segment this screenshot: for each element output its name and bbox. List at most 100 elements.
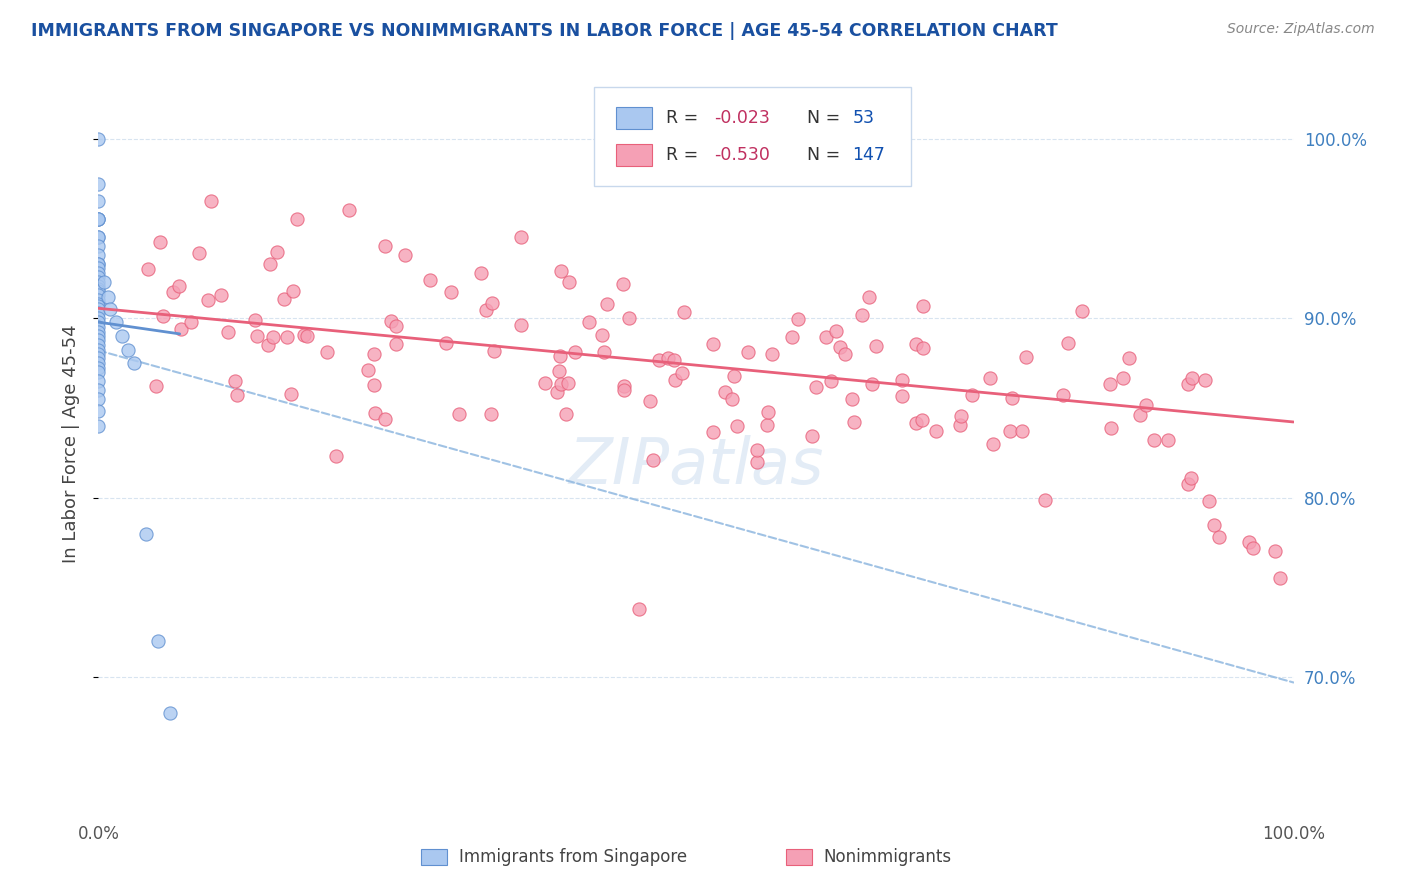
Point xyxy=(87,365,110,379)
Point xyxy=(702,337,724,351)
Point xyxy=(558,275,581,289)
Point xyxy=(225,388,247,402)
Point xyxy=(841,392,863,406)
Point xyxy=(87,392,110,406)
Point xyxy=(747,442,769,457)
Point xyxy=(548,349,571,363)
Point xyxy=(550,376,572,391)
Point xyxy=(87,347,110,361)
Point xyxy=(285,212,308,227)
Point xyxy=(547,364,569,378)
Point xyxy=(384,337,406,351)
Point xyxy=(800,428,823,442)
Point xyxy=(756,405,779,419)
Point xyxy=(804,380,827,394)
Point xyxy=(87,351,110,365)
Point xyxy=(292,327,315,342)
Point xyxy=(593,345,616,359)
Point xyxy=(479,407,502,421)
Point xyxy=(419,273,441,287)
Bar xyxy=(616,144,652,166)
Point xyxy=(617,311,640,326)
Point xyxy=(87,230,110,244)
Point xyxy=(1015,350,1038,364)
Point xyxy=(87,320,110,334)
Point xyxy=(87,278,110,293)
Point xyxy=(534,376,557,390)
Point xyxy=(87,284,110,298)
Point xyxy=(200,194,222,209)
Point xyxy=(87,131,110,145)
Point xyxy=(1033,493,1056,508)
Point xyxy=(1011,424,1033,438)
Point xyxy=(224,374,246,388)
Bar xyxy=(786,849,811,865)
Point xyxy=(188,246,211,260)
Point xyxy=(316,345,339,359)
Point xyxy=(865,339,887,353)
Point xyxy=(657,351,679,365)
Point xyxy=(905,337,928,351)
Point xyxy=(842,415,865,429)
Point xyxy=(949,418,972,433)
Point xyxy=(591,328,613,343)
Point xyxy=(1181,370,1204,384)
Text: N =: N = xyxy=(807,145,846,163)
Point xyxy=(98,302,122,317)
Point xyxy=(87,287,110,301)
Point xyxy=(912,342,935,356)
Point xyxy=(135,526,157,541)
Point xyxy=(87,315,110,329)
Point xyxy=(860,376,883,391)
Text: R =: R = xyxy=(666,109,704,127)
Point xyxy=(87,212,110,227)
Point xyxy=(145,379,167,393)
Point xyxy=(87,306,110,320)
Text: 147: 147 xyxy=(852,145,886,163)
Point xyxy=(262,330,284,344)
Point xyxy=(960,388,983,402)
Point xyxy=(1208,530,1230,544)
Point xyxy=(440,285,463,299)
Text: Immigrants from Singapore: Immigrants from Singapore xyxy=(460,848,688,866)
Point xyxy=(87,239,110,253)
Point xyxy=(87,282,110,296)
Text: IMMIGRANTS FROM SINGAPORE VS NONIMMIGRANTS IN LABOR FORCE | AGE 45-54 CORRELATIO: IMMIGRANTS FROM SINGAPORE VS NONIMMIGRAN… xyxy=(31,22,1057,40)
Point xyxy=(273,292,295,306)
Point xyxy=(981,437,1004,451)
Point xyxy=(671,367,693,381)
Text: Nonimmigrants: Nonimmigrants xyxy=(824,848,952,866)
Point xyxy=(87,329,110,343)
Point xyxy=(93,275,115,289)
Point xyxy=(786,311,808,326)
Point xyxy=(217,325,239,339)
Point xyxy=(641,453,664,467)
Point xyxy=(1135,398,1157,412)
Point xyxy=(1268,571,1291,585)
Point xyxy=(169,278,191,293)
Bar xyxy=(616,107,652,128)
Point xyxy=(830,340,852,354)
Point xyxy=(87,275,110,289)
Point xyxy=(820,374,842,388)
Point xyxy=(664,353,686,368)
Text: 53: 53 xyxy=(852,109,875,127)
Point xyxy=(276,330,298,344)
Point xyxy=(509,318,531,332)
Point xyxy=(87,212,110,227)
Point xyxy=(87,266,110,280)
Point xyxy=(613,379,636,393)
Point xyxy=(979,370,1001,384)
Point xyxy=(363,347,385,361)
Point xyxy=(1099,421,1122,435)
Point xyxy=(159,706,181,720)
Point xyxy=(474,302,496,317)
Point xyxy=(87,374,110,388)
Point xyxy=(281,284,304,298)
Point xyxy=(87,383,110,397)
Point xyxy=(111,329,134,343)
Point xyxy=(87,194,110,209)
Point xyxy=(87,299,110,313)
Point xyxy=(834,347,856,361)
Point xyxy=(374,239,396,253)
